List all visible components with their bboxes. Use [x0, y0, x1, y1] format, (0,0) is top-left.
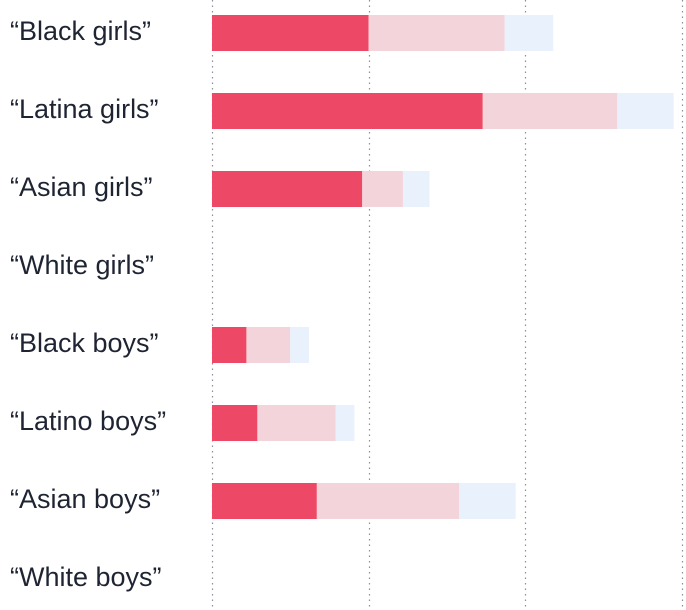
- category-label: “Asian boys”: [10, 484, 160, 514]
- bar-segment-5-2: [335, 405, 355, 441]
- bar-segment-0-0: [212, 15, 369, 51]
- bar-segment-6-1: [316, 483, 460, 519]
- bar-segment-2-0: [212, 171, 363, 207]
- bar-segment-4-0: [212, 327, 247, 363]
- bars: [212, 15, 674, 519]
- category-label: “Latino boys”: [10, 406, 166, 436]
- bar-segment-5-0: [212, 405, 258, 441]
- bar-segment-2-2: [402, 171, 430, 207]
- category-label: “Black girls”: [10, 16, 151, 46]
- bar-segment-2-1: [362, 171, 403, 207]
- category-label: “Asian girls”: [10, 172, 153, 202]
- category-label: “White boys”: [10, 562, 162, 592]
- bar-segment-5-1: [257, 405, 336, 441]
- bar-segment-6-2: [459, 483, 516, 519]
- bar-segment-1-1: [482, 93, 618, 129]
- bar-segment-0-1: [368, 15, 505, 51]
- category-label: “White girls”: [10, 250, 154, 280]
- category-label: “Black boys”: [10, 328, 159, 358]
- bar-segment-1-2: [617, 93, 674, 129]
- bar-segment-4-1: [246, 327, 291, 363]
- bar-segment-4-2: [290, 327, 310, 363]
- bar-segment-0-2: [504, 15, 554, 51]
- bar-segment-1-0: [212, 93, 483, 129]
- category-labels: “Black girls” “Latina girls” “Asian girls”…: [10, 16, 166, 592]
- category-label: “Latina girls”: [10, 94, 159, 124]
- bar-segment-6-0: [212, 483, 317, 519]
